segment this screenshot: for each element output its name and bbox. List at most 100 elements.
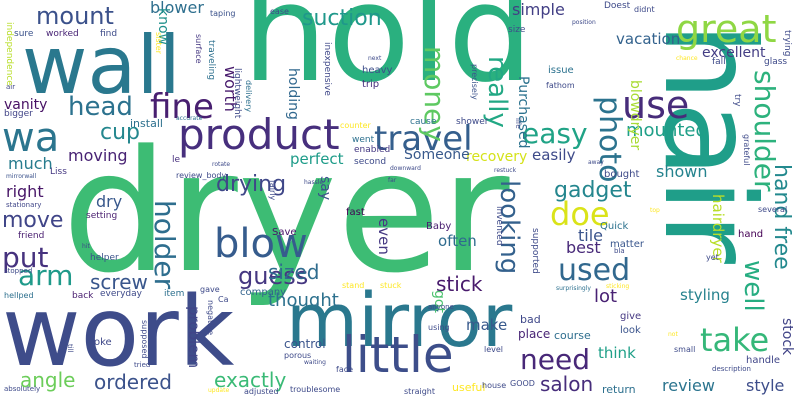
- cloud-word: handle: [746, 355, 781, 366]
- cloud-word: second: [354, 157, 387, 167]
- cloud-word: install: [130, 117, 163, 130]
- cloud-word: moving: [68, 146, 128, 165]
- cloud-word: fairly: [268, 180, 277, 201]
- cloud-word: accurate: [176, 115, 203, 122]
- cloud-word: give: [620, 311, 642, 322]
- cloud-word: didnt: [634, 5, 655, 14]
- cloud-word: Baby: [426, 221, 452, 232]
- cloud-word: fast: [346, 207, 365, 218]
- cloud-word: surface: [194, 34, 203, 64]
- cloud-word: position: [572, 19, 596, 26]
- cloud-word: lot: [594, 286, 618, 307]
- cloud-word: update: [208, 387, 230, 394]
- cloud-word: right: [6, 182, 44, 201]
- cloud-word: stand: [342, 281, 365, 290]
- cloud-word: rotate: [212, 161, 231, 168]
- cloud-word: make: [466, 316, 508, 334]
- cloud-word: product: [178, 110, 340, 159]
- cloud-word: stick: [436, 272, 483, 296]
- cloud-word: find: [100, 29, 118, 39]
- cloud-word: use: [622, 83, 690, 127]
- cloud-word: wall: [22, 19, 181, 112]
- cloud-word: yet: [706, 253, 719, 262]
- cloud-word: bigger: [4, 109, 33, 119]
- cloud-word: sticking: [606, 283, 630, 290]
- cloud-word: invented: [494, 206, 504, 246]
- cloud-word: friend: [18, 231, 45, 241]
- cloud-word: fine: [150, 87, 214, 127]
- cloud-word: using: [428, 323, 450, 332]
- cloud-word: sister: [154, 32, 163, 54]
- cloud-word: setting: [86, 211, 118, 221]
- cloud-word: supported: [530, 228, 540, 274]
- cloud-word: really: [482, 56, 512, 128]
- cloud-word: straight: [404, 387, 436, 396]
- cloud-word: got: [431, 290, 447, 313]
- cloud-word: hair: [636, 22, 781, 264]
- cloud-word: gadget: [554, 178, 632, 203]
- cloud-word: try: [732, 94, 742, 107]
- cloud-word: not: [668, 331, 678, 338]
- cloud-word: arm: [18, 259, 74, 292]
- cloud-word: back: [72, 291, 94, 301]
- cloud-word: style: [746, 376, 785, 395]
- cloud-word: work: [2, 276, 235, 388]
- cloud-word: surprisingly: [556, 285, 591, 292]
- cloud-word: fathom: [546, 81, 575, 90]
- cloud-word: ordered: [94, 370, 172, 394]
- cloud-word: stopped: [4, 267, 33, 275]
- cloud-word: traveling: [206, 40, 216, 81]
- cloud-word: cause: [410, 117, 437, 127]
- cloud-word: guess: [238, 262, 309, 290]
- cloud-word: shown: [656, 162, 708, 181]
- cloud-word: hold: [242, 0, 534, 112]
- cloud-word: even: [375, 218, 393, 255]
- cloud-word: great: [676, 7, 777, 51]
- cloud-word: absolutely: [4, 385, 41, 393]
- cloud-word: review: [662, 376, 715, 395]
- cloud-word: look: [620, 325, 641, 336]
- cloud-word: adjusted: [244, 387, 279, 396]
- cloud-word: went: [352, 135, 375, 145]
- cloud-word: fall: [712, 57, 726, 67]
- cloud-word: easily: [532, 146, 576, 164]
- cloud-word: gave: [200, 285, 220, 294]
- cloud-word: perfect: [290, 150, 344, 168]
- cloud-word: precisely: [470, 64, 479, 100]
- cloud-word: GOOD: [510, 379, 535, 388]
- cloud-word: mirror: [286, 278, 513, 364]
- cloud-word: oke: [94, 337, 112, 348]
- cloud-word: stock: [779, 318, 795, 356]
- cloud-word: simple: [512, 0, 565, 19]
- cloud-word: glass: [764, 57, 788, 67]
- cloud-word: best: [566, 238, 601, 257]
- cloud-word: air: [6, 83, 16, 91]
- cloud-word: dry: [96, 192, 123, 211]
- cloud-word: Quick: [600, 221, 629, 232]
- cloud-word: photo: [592, 96, 627, 183]
- cloud-word: thought: [268, 290, 339, 311]
- cloud-word: screw: [90, 270, 148, 294]
- cloud-word: everyday: [100, 289, 142, 299]
- cloud-word: stuck: [380, 281, 402, 290]
- cloud-word: trying: [782, 30, 792, 57]
- cloud-word: restuck: [494, 167, 517, 174]
- cloud-word: worth: [221, 66, 240, 112]
- cloud-word: review_body: [176, 171, 227, 180]
- cloud-word: level: [484, 345, 504, 354]
- cloud-word: description: [712, 365, 751, 373]
- cloud-word: hit: [82, 243, 90, 250]
- cloud-word: vacation: [616, 30, 681, 48]
- cloud-word: far: [388, 177, 397, 184]
- cloud-word: cup: [100, 120, 141, 145]
- cloud-word: holder: [148, 200, 181, 290]
- cloud-word: several: [758, 205, 788, 214]
- cloud-word: company: [240, 287, 287, 298]
- cloud-word: dryer: [62, 114, 510, 310]
- cloud-word: porous: [284, 351, 312, 360]
- cloud-word: Liss: [50, 167, 67, 177]
- cloud-word: blower: [150, 0, 204, 17]
- cloud-word: blow: [214, 221, 308, 267]
- cloud-word: small: [674, 345, 696, 354]
- cloud-word: little: [342, 326, 454, 384]
